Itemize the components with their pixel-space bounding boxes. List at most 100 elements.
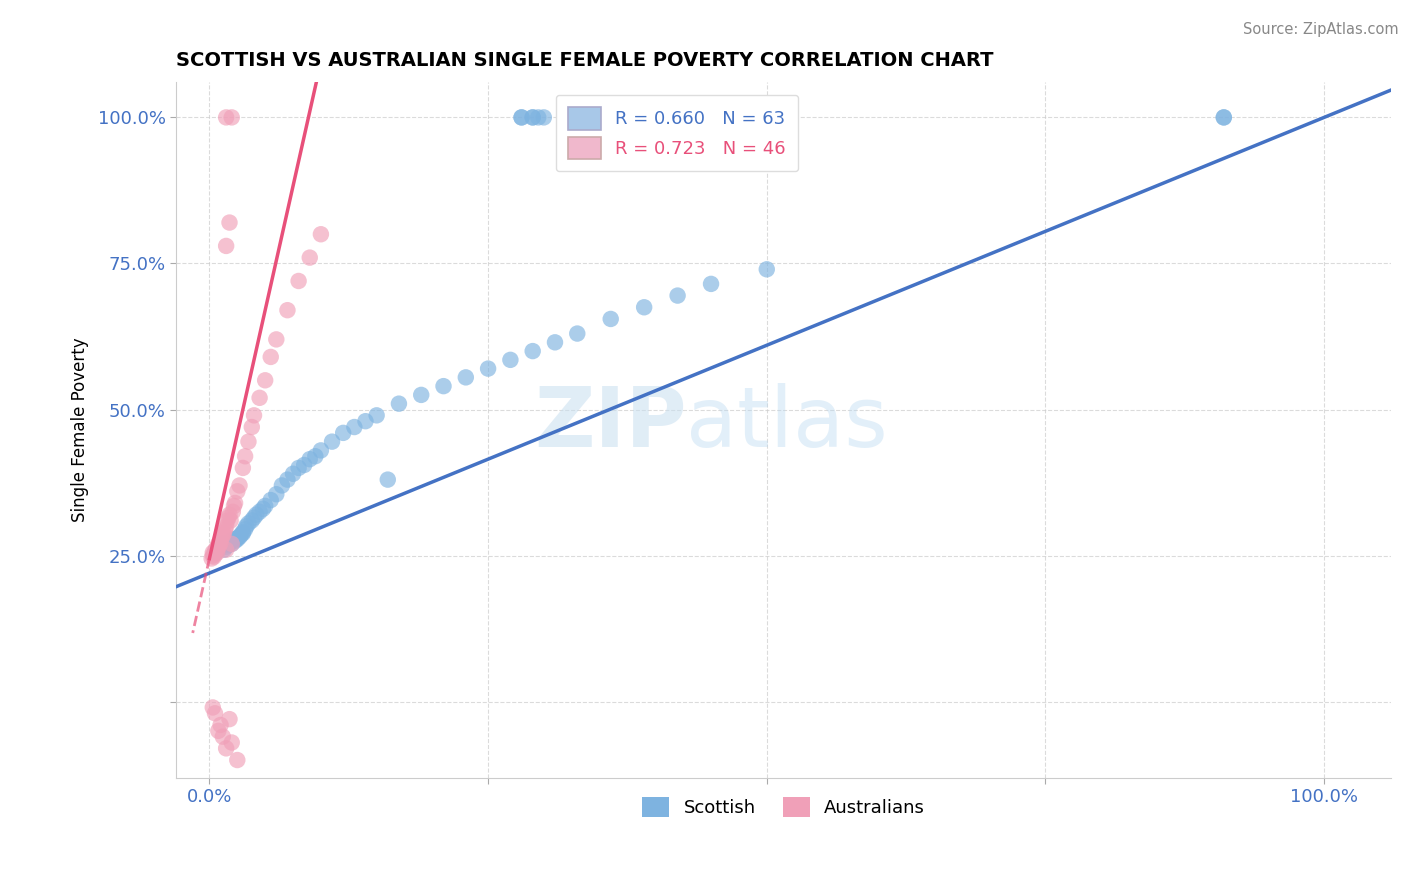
Point [252, 501, 274, 516]
Point [212, 526, 235, 541]
Point [1212, 111, 1234, 125]
Point [599, 312, 621, 326]
Point [202, 549, 225, 564]
Point [219, 514, 242, 528]
Point [287, 274, 309, 288]
Point [266, 332, 288, 346]
Point [211, 730, 233, 744]
Point [522, 111, 544, 125]
Point [226, 532, 249, 546]
Point [211, 528, 233, 542]
Point [527, 111, 550, 125]
Point [207, 540, 229, 554]
Point [224, 496, 246, 510]
Point [755, 262, 778, 277]
Point [207, 723, 229, 738]
Point [232, 526, 254, 541]
Point [207, 542, 229, 557]
Point [215, 542, 238, 557]
Point [207, 546, 229, 560]
Point [215, 540, 238, 554]
Point [215, 111, 238, 125]
Point [454, 370, 477, 384]
Point [254, 499, 277, 513]
Point [510, 111, 533, 125]
Point [233, 449, 256, 463]
Point [221, 537, 243, 551]
Point [229, 528, 252, 542]
Point [238, 516, 260, 531]
Point [292, 458, 315, 472]
Point [207, 537, 229, 551]
Point [477, 361, 499, 376]
Point [204, 706, 226, 721]
Point [215, 519, 238, 533]
Point [201, 551, 224, 566]
Point [260, 493, 283, 508]
Point [209, 718, 232, 732]
Point [224, 533, 246, 548]
Point [298, 452, 321, 467]
Point [218, 508, 240, 522]
Point [217, 510, 239, 524]
Point [218, 535, 240, 549]
Point [205, 541, 228, 556]
Point [221, 533, 243, 548]
Point [666, 288, 689, 302]
Point [226, 753, 249, 767]
Point [214, 522, 236, 536]
Y-axis label: Single Female Poverty: Single Female Poverty [72, 338, 89, 523]
Point [222, 505, 245, 519]
Point [567, 326, 589, 341]
Point [633, 111, 655, 125]
Point [211, 525, 233, 540]
Point [215, 239, 238, 253]
Point [354, 414, 377, 428]
Point [235, 519, 257, 533]
Legend: Scottish, Australians: Scottish, Australians [634, 789, 932, 824]
Point [204, 546, 226, 560]
Point [201, 549, 224, 563]
Point [201, 700, 224, 714]
Point [366, 409, 388, 423]
Point [204, 548, 226, 562]
Point [228, 478, 250, 492]
Point [633, 300, 655, 314]
Point [209, 535, 232, 549]
Point [222, 499, 245, 513]
Point [238, 434, 260, 449]
Text: atlas: atlas [686, 383, 889, 464]
Point [240, 514, 263, 528]
Point [215, 741, 238, 756]
Point [228, 530, 250, 544]
Point [343, 420, 366, 434]
Point [211, 537, 233, 551]
Point [644, 111, 666, 125]
Point [388, 397, 411, 411]
Point [207, 542, 229, 557]
Point [332, 425, 354, 440]
Point [638, 111, 661, 125]
Point [298, 251, 321, 265]
Point [209, 532, 232, 546]
Point [243, 510, 266, 524]
Point [1212, 111, 1234, 125]
Point [204, 544, 226, 558]
Point [222, 532, 245, 546]
Point [276, 473, 298, 487]
Point [215, 537, 238, 551]
Text: Source: ZipAtlas.com: Source: ZipAtlas.com [1243, 22, 1399, 37]
Point [226, 484, 249, 499]
Point [217, 538, 239, 552]
Point [221, 537, 243, 551]
Point [432, 379, 454, 393]
Point [243, 409, 266, 423]
Point [276, 303, 298, 318]
Point [218, 712, 240, 726]
Point [240, 420, 263, 434]
Point [266, 487, 288, 501]
Point [281, 467, 304, 481]
Point [249, 391, 271, 405]
Point [218, 216, 240, 230]
Point [217, 514, 239, 528]
